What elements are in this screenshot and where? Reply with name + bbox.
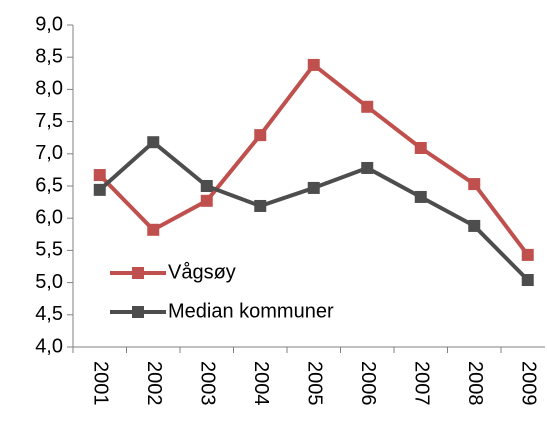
series-marker [147, 136, 160, 149]
series-marker [468, 219, 481, 232]
y-tick-label: 4,5 [35, 303, 63, 325]
y-tick-label: 9,0 [35, 13, 63, 35]
series-marker [414, 142, 427, 155]
series-marker [521, 248, 534, 261]
y-tick-label: 6,5 [35, 174, 63, 196]
y-tick-label: 8,5 [35, 45, 63, 67]
x-tick-label: 2005 [303, 361, 325, 406]
x-tick-label: 2006 [357, 361, 379, 406]
series-line [98, 62, 530, 257]
series-marker [200, 194, 213, 207]
series-marker [200, 180, 213, 192]
series-marker [414, 190, 427, 203]
y-tick-label: 8,0 [35, 78, 63, 100]
series-marker [254, 199, 267, 212]
series-marker [307, 181, 320, 194]
legend-marker [132, 306, 144, 318]
x-tick-label: 2007 [410, 361, 432, 406]
series-marker [361, 161, 374, 174]
y-tick-label: 7,0 [35, 142, 63, 164]
y-tick-label: 5,0 [35, 271, 63, 293]
series-line [98, 140, 530, 282]
y-tick-label: 6,0 [35, 206, 63, 228]
series-marker [93, 169, 106, 182]
x-tick-label: 2004 [250, 361, 272, 406]
y-tick-label: 5,5 [35, 239, 63, 261]
x-tick-label: 2009 [517, 361, 539, 406]
legend-marker [132, 267, 144, 279]
series-marker [307, 58, 320, 71]
legend-label: Vågsøy [168, 261, 236, 283]
series-marker [361, 100, 374, 113]
legend-label: Median kommuner [168, 300, 334, 322]
series-marker [521, 274, 534, 287]
series-marker [468, 178, 481, 191]
x-tick-label: 2002 [143, 361, 165, 406]
y-tick-label: 7,5 [35, 110, 63, 132]
y-tick-label: 4,0 [35, 335, 63, 357]
x-tick-label: 2003 [196, 361, 218, 406]
x-tick-label: 2008 [464, 361, 486, 406]
series-marker [254, 129, 267, 142]
series-marker [147, 223, 160, 236]
series-marker [93, 183, 106, 196]
x-tick-label: 2001 [89, 361, 111, 406]
